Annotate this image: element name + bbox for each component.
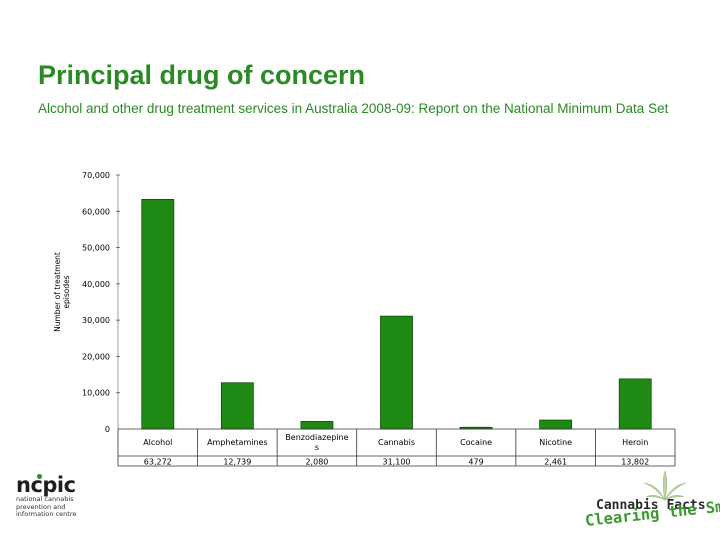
bar bbox=[141, 199, 175, 430]
ncpic-logo-sub-line: information centre bbox=[16, 510, 77, 518]
y-tick-label: 20,000 bbox=[82, 352, 110, 361]
data-label: 479 bbox=[468, 458, 483, 467]
y-tick-label: 0 bbox=[105, 425, 110, 434]
category-label: Benzodiazepine bbox=[285, 433, 348, 442]
bar bbox=[220, 382, 254, 430]
bar bbox=[618, 378, 652, 430]
cannabis-facts-logo: Cannabis Facts Clearing the Smoke bbox=[580, 470, 720, 536]
bar bbox=[539, 419, 573, 430]
ncpic-logo: ncpic national cannabis prevention and i… bbox=[16, 474, 86, 530]
y-tick-label: 70,000 bbox=[82, 171, 110, 180]
data-label: 63,272 bbox=[144, 458, 172, 467]
data-label: 31,100 bbox=[383, 458, 411, 467]
ncpic-logo-subtitle: national cannabis prevention and informa… bbox=[16, 495, 82, 519]
y-tick-label: 50,000 bbox=[82, 244, 110, 253]
data-label: 2,080 bbox=[305, 458, 328, 467]
category-label: Amphetamines bbox=[207, 438, 268, 447]
category-label: Cocaine bbox=[460, 438, 492, 447]
bar bbox=[380, 315, 413, 430]
cannabis-leaf-icon bbox=[643, 470, 687, 501]
y-axis-label: Number of treatmentepisodes bbox=[53, 252, 71, 332]
data-label: 2,461 bbox=[544, 458, 567, 467]
category-label: s bbox=[315, 443, 319, 452]
y-tick-label: 60,000 bbox=[82, 207, 110, 216]
category-label: Heroin bbox=[622, 438, 648, 447]
data-label: 12,739 bbox=[223, 458, 251, 467]
category-label: Alcohol bbox=[143, 438, 172, 447]
ncpic-logo-text: ncpic bbox=[16, 473, 76, 497]
y-tick-label: 10,000 bbox=[82, 389, 110, 398]
logo-dot-icon bbox=[37, 474, 42, 479]
bar bbox=[300, 421, 334, 430]
slide-subtitle: Alcohol and other drug treatment service… bbox=[38, 101, 669, 116]
category-label: Nicotine bbox=[539, 438, 572, 447]
slide-title: Principal drug of concern bbox=[38, 60, 366, 90]
ncpic-logo-sub-line: prevention and bbox=[16, 502, 66, 511]
ncpic-logo-sub-line: national cannabis bbox=[16, 495, 74, 503]
y-tick-label: 30,000 bbox=[82, 316, 110, 325]
category-label: Cannabis bbox=[378, 438, 415, 447]
data-label: 13,802 bbox=[621, 458, 649, 467]
cannabis-facts-text: Cannabis Facts bbox=[596, 498, 706, 513]
y-tick-label: 40,000 bbox=[82, 280, 110, 289]
